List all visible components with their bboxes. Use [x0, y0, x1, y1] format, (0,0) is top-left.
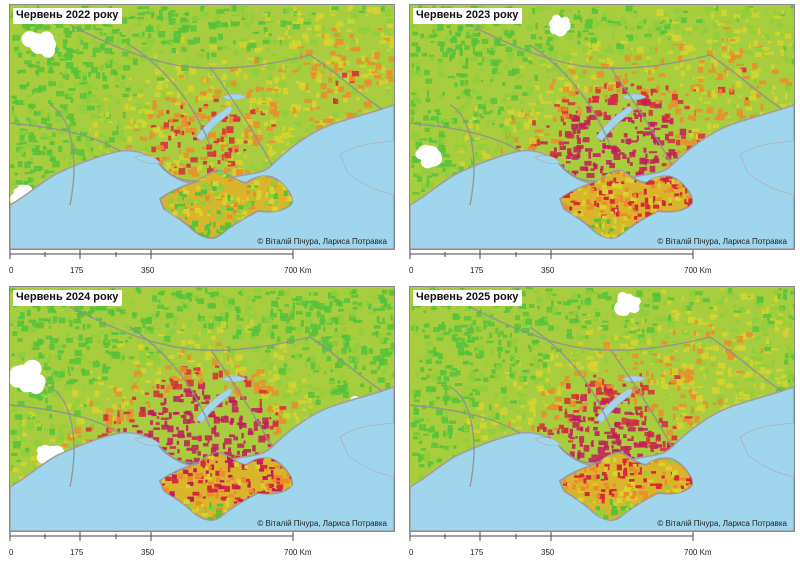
- copyright-text: © Віталій Пічура, Лариса Потравка: [257, 237, 387, 247]
- scale-tick-label: 700 Km: [684, 266, 712, 276]
- scale-tick-label: 175: [70, 266, 83, 276]
- scale-tick-label: 175: [470, 266, 483, 276]
- scale-tick-label: 350: [541, 548, 554, 558]
- scale-bar: 0 175 350 700 Km: [9, 250, 299, 284]
- scale-bar-line: [9, 250, 299, 266]
- copyright-text: © Віталій Пічура, Лариса Потравка: [657, 237, 787, 247]
- map-panel-2023: Червень 2023 року © Віталій Пічура, Лари…: [409, 4, 795, 284]
- map-frame: Червень 2023 року © Віталій Пічура, Лари…: [409, 4, 795, 250]
- scale-bar: 0 175 350 700 Km: [409, 532, 699, 566]
- scale-bar-line: [409, 250, 699, 266]
- scale-tick-label: 700 Km: [284, 266, 312, 276]
- scale-tick-label: 700 Km: [284, 548, 312, 558]
- map-frame: Червень 2024 року © Віталій Пічура, Лари…: [9, 286, 395, 532]
- panel-title: Червень 2022 року: [13, 8, 122, 24]
- scale-tick-label: 350: [141, 266, 154, 276]
- scale-tick-label: 0: [409, 266, 413, 276]
- scale-tick-label: 175: [70, 548, 83, 558]
- map-panel-2024: Червень 2024 року © Віталій Пічура, Лари…: [9, 286, 395, 566]
- scale-bar-line: [409, 532, 699, 548]
- copyright-text: © Віталій Пічура, Лариса Потравка: [257, 519, 387, 529]
- map-image: [410, 287, 794, 531]
- panel-title: Червень 2023 року: [413, 8, 522, 24]
- scale-tick-label: 0: [9, 266, 13, 276]
- map-frame: Червень 2025 року © Віталій Пічура, Лари…: [409, 286, 795, 532]
- scale-tick-label: 175: [470, 548, 483, 558]
- scale-tick-label: 700 Km: [684, 548, 712, 558]
- scale-tick-label: 350: [541, 266, 554, 276]
- map-image: [10, 5, 394, 249]
- scale-bar-line: [9, 532, 299, 548]
- map-frame: Червень 2022 року © Віталій Пічура, Лари…: [9, 4, 395, 250]
- map-panel-2025: Червень 2025 року © Віталій Пічура, Лари…: [409, 286, 795, 566]
- scale-tick-label: 350: [141, 548, 154, 558]
- panel-title: Червень 2025 року: [413, 290, 522, 306]
- scale-bar: 0 175 350 700 Km: [9, 532, 299, 566]
- scale-tick-label: 0: [409, 548, 413, 558]
- copyright-text: © Віталій Пічура, Лариса Потравка: [657, 519, 787, 529]
- map-image: [410, 5, 794, 249]
- scale-tick-label: 0: [9, 548, 13, 558]
- map-panel-2022: Червень 2022 року © Віталій Пічура, Лари…: [9, 4, 395, 284]
- scale-bar: 0 175 350 700 Km: [409, 250, 699, 284]
- panel-title: Червень 2024 року: [13, 290, 122, 306]
- map-image: [10, 287, 394, 531]
